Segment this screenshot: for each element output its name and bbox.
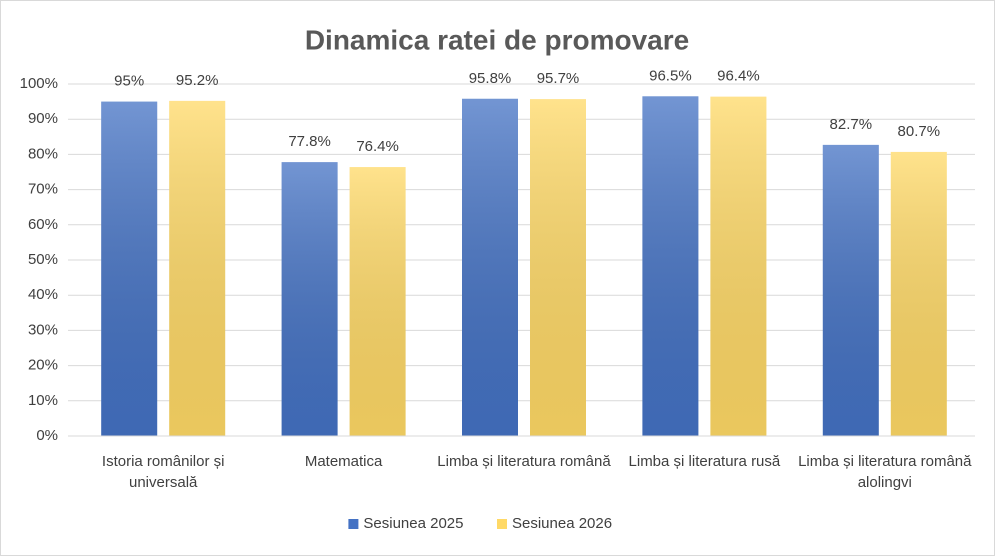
y-tick-label: 50% [28, 251, 58, 268]
y-tick-label: 20% [28, 357, 58, 374]
y-tick-label: 80% [28, 145, 58, 162]
y-tick-label: 60% [28, 216, 58, 233]
chart-title: Dinamica ratei de promovare [305, 24, 689, 55]
bar [101, 101, 158, 436]
bar [642, 96, 699, 436]
data-label: 76.4% [356, 138, 399, 155]
bar [890, 151, 947, 436]
bar [822, 144, 879, 436]
x-tick-label: Istoria românilor și universală [101, 453, 225, 491]
y-tick-label: 10% [28, 392, 58, 409]
data-label: 82.7% [830, 116, 873, 133]
y-tick-label: 70% [28, 181, 58, 198]
x-tick-label: Limba și literatura rusă [628, 453, 781, 470]
bar [281, 162, 338, 437]
legend-label: Sesiunea 2026 [512, 515, 612, 532]
data-label: 95.7% [537, 70, 580, 87]
x-tick-label: Limba și literatura română alolingvi [798, 453, 972, 491]
legend-swatch [348, 519, 359, 529]
x-tick-label: Limba și literatura română [437, 453, 611, 470]
bar [530, 99, 586, 437]
bar [710, 96, 767, 436]
data-label: 95% [114, 73, 144, 90]
bar [169, 100, 226, 436]
y-tick-label: 100% [20, 75, 58, 92]
legend-label: Sesiunea 2025 [363, 515, 463, 532]
y-tick-label: 40% [28, 286, 58, 303]
data-label: 96.4% [717, 68, 760, 85]
bar [349, 167, 406, 436]
y-tick-label: 90% [28, 110, 58, 127]
x-tick-label: Matematica [304, 453, 383, 470]
data-label: 77.8% [288, 133, 331, 150]
data-label: 80.7% [898, 123, 941, 140]
data-label: 95.2% [176, 72, 219, 89]
y-tick-label: 0% [36, 427, 58, 444]
data-label: 96.5% [649, 67, 692, 84]
data-label: 95.8% [469, 70, 512, 87]
bar [462, 98, 518, 436]
y-tick-label: 30% [28, 321, 58, 338]
legend-swatch [497, 519, 507, 529]
